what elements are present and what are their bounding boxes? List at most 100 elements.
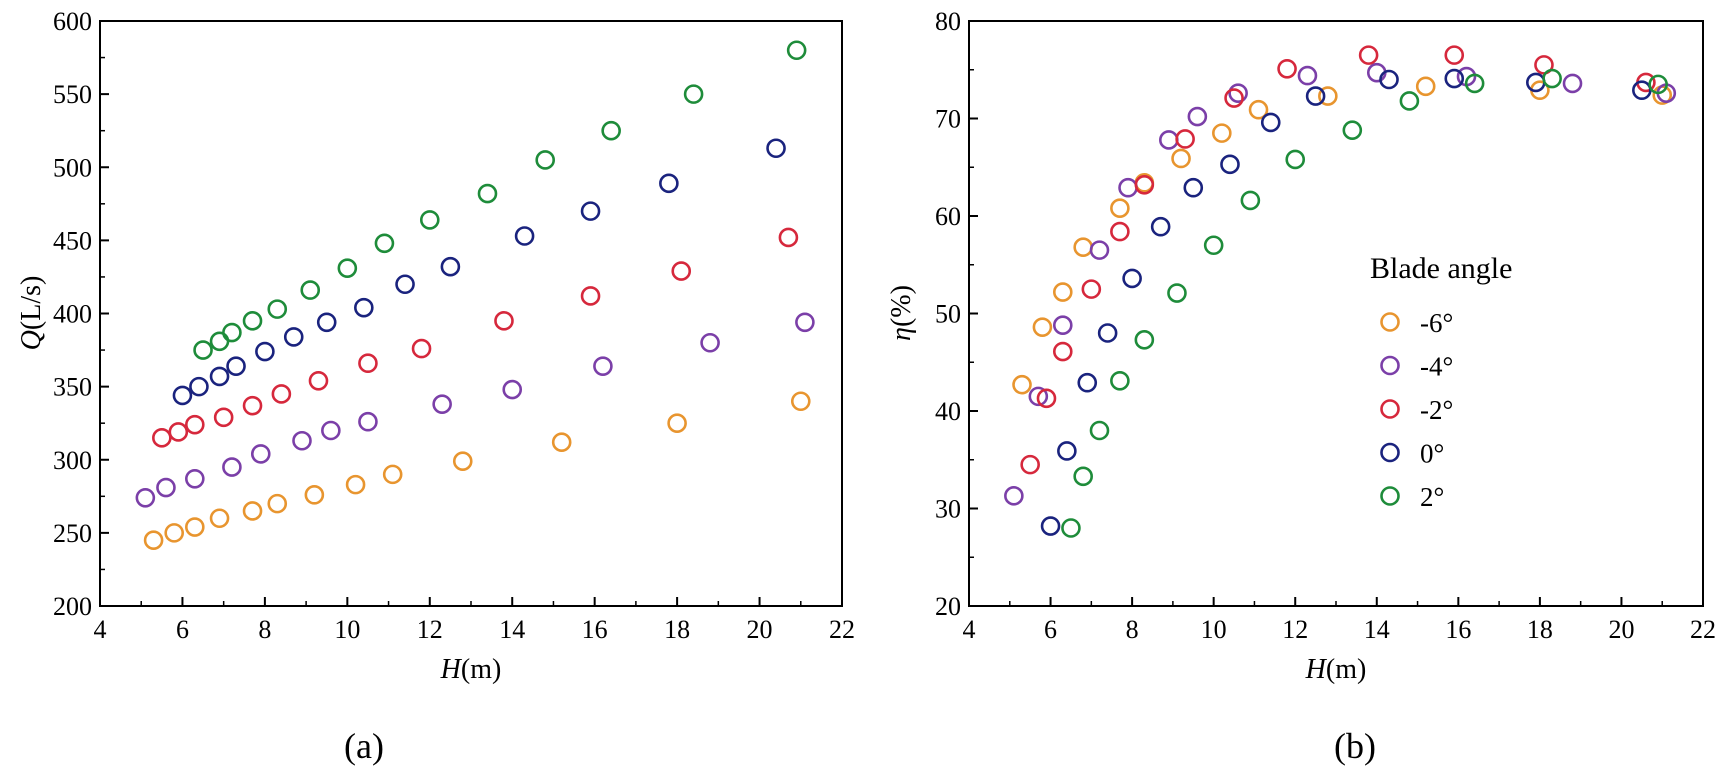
data-point-b-series-4 — [1203, 235, 1224, 256]
data-point-b-series-4 — [1061, 518, 1081, 538]
data-point-b-series-2 — [1052, 341, 1073, 362]
x-tick-label-a: 16 — [582, 615, 608, 644]
data-point-b-series-3 — [1260, 112, 1281, 133]
data-point-b-series-2 — [1081, 279, 1102, 299]
ticks-a: 4 6 8 10 12 14 16 18 20 22 200 250 300 350 400 450 500 55… — [53, 7, 855, 644]
data-point-b-series-4 — [1399, 91, 1420, 111]
data-point-a-series-3 — [255, 341, 275, 362]
data-point-a-series-2 — [494, 311, 514, 331]
data-point-a-series-1 — [593, 356, 613, 376]
data-point-a-series-1 — [502, 379, 523, 400]
data-point-a-series-4 — [683, 84, 704, 104]
data-point-a-series-3 — [209, 366, 230, 387]
plot-frame-b — [968, 20, 1704, 607]
data-point-a-series-1 — [185, 468, 205, 489]
data-point-a-series-4 — [374, 233, 395, 254]
data-point-a-series-4 — [267, 299, 288, 319]
data-point-a-series-2 — [168, 422, 189, 442]
panel-label-b: (b) — [1334, 726, 1376, 766]
x-tick-label-a: 6 — [176, 615, 189, 644]
data-point-a-series-4 — [337, 258, 358, 278]
data-point-a-series-3 — [440, 256, 461, 277]
data-point-a-series-2 — [411, 338, 432, 359]
legend-label-3: 0° — [1420, 439, 1444, 469]
legend-label-2: -2° — [1420, 395, 1453, 425]
data-point-b-series-1 — [1089, 240, 1110, 260]
data-point-b-series-0 — [1032, 317, 1053, 337]
data-point-b-series-1 — [1028, 386, 1049, 407]
data-point-b-series-3 — [1077, 372, 1098, 393]
data-point-b-series-4 — [1089, 420, 1110, 441]
legend-marker-1 — [1380, 355, 1400, 376]
data-point-a-series-2 — [580, 286, 601, 306]
legend-title: Blade angle — [1370, 252, 1512, 285]
data-point-a-series-2 — [242, 395, 263, 416]
y-tick-label-b: 50 — [935, 300, 961, 329]
data-point-a-series-0 — [667, 413, 687, 433]
data-point-a-series-3 — [172, 385, 193, 406]
data-point-b-series-3 — [1057, 441, 1077, 461]
panel-b-efficiency-vs-head: 4 6 8 10 12 14 16 18 20 22 20 30 40 50 60 70 80 H(m) η(%… — [886, 7, 1716, 766]
legend-marker-4 — [1380, 486, 1400, 506]
y-tick-label-b: 80 — [935, 7, 961, 36]
data-point-a-series-1 — [135, 487, 156, 508]
data-point-a-series-1 — [795, 312, 815, 333]
data-point-a-series-3 — [514, 226, 535, 246]
data-point-b-series-3 — [1444, 68, 1465, 89]
data-point-a-series-3 — [189, 376, 209, 397]
legend-label-1: -4° — [1420, 352, 1453, 382]
data-point-b-series-3 — [1305, 86, 1326, 106]
data-point-b-series-4 — [1240, 190, 1261, 211]
data-point-a-series-4 — [601, 120, 621, 141]
data-point-a-series-2 — [213, 407, 234, 428]
data-point-b-series-4 — [1285, 149, 1306, 170]
data-point-b-series-1 — [1228, 83, 1248, 103]
data-point-b-series-2 — [1134, 175, 1155, 195]
x-tick-label-b: 20 — [1608, 615, 1634, 644]
x-tick-label-b: 16 — [1445, 615, 1471, 644]
data-point-a-series-0 — [345, 474, 366, 495]
data-point-b-series-4 — [1342, 120, 1363, 140]
x-tick-label-b: 18 — [1527, 615, 1553, 644]
x-tick-label-b: 8 — [1126, 615, 1139, 644]
data-point-a-series-2 — [152, 428, 172, 448]
data-point-a-series-4 — [242, 311, 263, 331]
data-point-b-series-3 — [1150, 216, 1171, 237]
x-tick-label-b: 14 — [1364, 615, 1390, 644]
x-tick-label-a: 18 — [664, 615, 690, 644]
data-point-b-series-4 — [1134, 330, 1155, 350]
y-tick-label-a: 450 — [53, 226, 92, 255]
x-axis-title-a: H(m) — [440, 654, 502, 685]
data-point-b-series-2 — [1020, 454, 1040, 475]
x-tick-label-b: 12 — [1282, 615, 1308, 644]
data-point-b-series-3 — [1183, 177, 1204, 198]
data-point-b-series-0 — [1052, 282, 1073, 302]
data-point-b-series-3 — [1040, 516, 1061, 536]
data-point-a-series-0 — [164, 523, 184, 543]
x-tick-label-a: 10 — [334, 615, 360, 644]
data-point-b-series-0 — [1415, 76, 1436, 97]
data-point-a-series-3 — [580, 201, 601, 221]
y-axis-title-a: Q(L/s) — [16, 276, 47, 351]
y-tick-label-b: 20 — [935, 592, 961, 621]
x-tick-label-a: 4 — [94, 615, 107, 644]
data-point-a-series-1 — [222, 457, 242, 477]
points-a — [135, 40, 815, 550]
data-point-b-series-4 — [1073, 466, 1093, 487]
x-tick-label-a: 20 — [747, 615, 773, 644]
x-tick-label-b: 10 — [1201, 615, 1227, 644]
data-point-a-series-4 — [209, 331, 230, 352]
data-point-b-series-0 — [1318, 86, 1338, 106]
data-point-a-series-0 — [242, 501, 263, 521]
legend-marker-0 — [1380, 312, 1400, 332]
y-tick-label-b: 60 — [935, 202, 961, 231]
data-point-a-series-0 — [382, 464, 403, 485]
data-point-b-series-3 — [1097, 323, 1118, 343]
data-point-a-series-1 — [432, 394, 452, 414]
data-point-b-series-2 — [1358, 45, 1379, 65]
data-point-b-series-3 — [1122, 268, 1142, 289]
data-point-a-series-4 — [535, 150, 556, 170]
legend-label-4: 2° — [1420, 482, 1444, 512]
data-point-b-series-0 — [1171, 148, 1191, 169]
